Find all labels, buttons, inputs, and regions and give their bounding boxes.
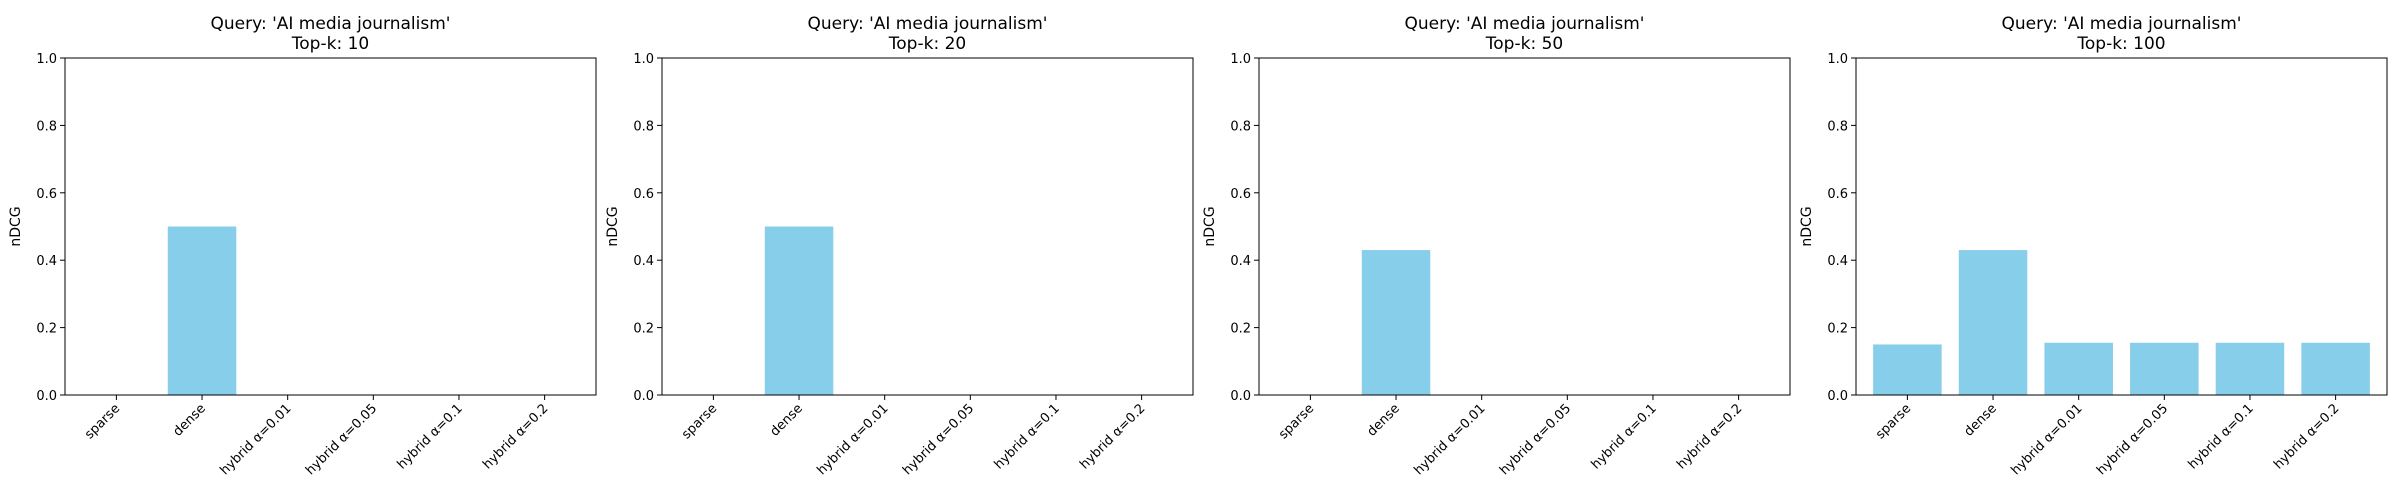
chart-title: Query: 'AI media journalism' <box>808 14 1048 34</box>
x-tick-label: hybrid α=0.2 <box>480 401 551 472</box>
y-tick-label: 0.4 <box>1230 254 1251 269</box>
plot-frame <box>64 57 597 396</box>
y-tick-label: 0.6 <box>36 187 57 202</box>
x-tick-label: hybrid α=0.05 <box>900 401 977 478</box>
x-tick-label: sparse <box>679 401 720 442</box>
y-tick-label: 1.0 <box>36 52 57 67</box>
y-axis-label: nDCG <box>8 206 24 246</box>
chart-panel: Query: 'AI media journalism'Top-k: 100 nD… <box>1799 14 2388 478</box>
y-tick-label: 0.8 <box>633 119 654 134</box>
y-axis-label: nDCG <box>605 206 621 246</box>
y-tick-label: 0.2 <box>1230 322 1251 337</box>
y-tick-label: 0.6 <box>633 187 654 202</box>
x-tick-label: sparse <box>1873 401 1914 442</box>
y-tick-label: 1.0 <box>1827 52 1848 67</box>
y-tick-label: 0.8 <box>36 119 57 134</box>
chart-title: Query: 'AI media journalism' <box>2002 14 2242 34</box>
x-tick-label: hybrid α=0.05 <box>1497 401 1574 478</box>
x-tick-label: dense <box>1364 401 1402 439</box>
bar <box>1361 250 1431 395</box>
bar <box>2301 342 2370 395</box>
y-tick-label: 1.0 <box>633 52 654 67</box>
bar <box>764 226 834 395</box>
chart-title: Query: 'AI media journalism' <box>1405 14 1645 34</box>
x-tick-label: hybrid α=0.1 <box>992 401 1063 472</box>
y-tick-label: 0.0 <box>1827 389 1848 404</box>
bar <box>1873 344 1942 395</box>
x-tick-label: hybrid α=0.2 <box>1674 401 1745 472</box>
bar <box>167 226 237 395</box>
bar <box>2215 342 2285 395</box>
y-tick-label: 0.8 <box>1230 119 1251 134</box>
x-tick-label: hybrid α=0.1 <box>395 401 466 472</box>
y-axis-label: nDCG <box>1202 206 1218 246</box>
x-tick-label: sparse <box>82 401 123 442</box>
y-tick-label: 0.4 <box>1827 254 1848 269</box>
chart-title: Query: 'AI media journalism' <box>211 14 451 34</box>
y-tick-label: 0.2 <box>633 322 654 337</box>
x-tick-label: hybrid α=0.2 <box>2271 401 2342 472</box>
y-tick-label: 1.0 <box>1230 52 1251 67</box>
chart-subtitle: Top-k: 10 <box>291 34 369 54</box>
y-tick-label: 0.0 <box>1230 389 1251 404</box>
x-tick-label: dense <box>767 401 805 439</box>
plot-frame <box>1855 57 2388 396</box>
x-tick-label: dense <box>1961 401 1999 439</box>
y-tick-label: 0.4 <box>36 254 57 269</box>
bar <box>2044 342 2113 395</box>
x-tick-label: hybrid α=0.1 <box>2186 401 2257 472</box>
x-tick-label: hybrid α=0.2 <box>1077 401 1148 472</box>
plot-frame <box>661 57 1194 396</box>
chart-subtitle: Top-k: 100 <box>2076 34 2165 54</box>
x-tick-label: hybrid α=0.01 <box>814 401 891 478</box>
y-tick-label: 0.6 <box>1827 187 1848 202</box>
y-tick-label: 0.0 <box>36 389 57 404</box>
plot-frame <box>1258 57 1791 396</box>
y-tick-label: 0.2 <box>36 322 57 337</box>
y-tick-label: 0.8 <box>1827 119 1848 134</box>
x-tick-label: dense <box>170 401 208 439</box>
y-tick-label: 0.4 <box>633 254 654 269</box>
x-tick-label: hybrid α=0.01 <box>2008 401 2085 478</box>
x-tick-label: hybrid α=0.01 <box>217 401 294 478</box>
x-tick-label: hybrid α=0.05 <box>2094 401 2171 478</box>
x-tick-label: hybrid α=0.05 <box>303 401 380 478</box>
chart-panel: Query: 'AI media journalism'Top-k: 50 nDC… <box>1202 14 1791 478</box>
chart-panel: Query: 'AI media journalism'Top-k: 10 nDC… <box>8 14 597 478</box>
chart-subtitle: Top-k: 20 <box>888 34 966 54</box>
chart-subtitle: Top-k: 50 <box>1485 34 1563 54</box>
y-tick-label: 0.2 <box>1827 322 1848 337</box>
x-tick-label: hybrid α=0.01 <box>1411 401 1488 478</box>
chart-panel: Query: 'AI media journalism'Top-k: 20 nDC… <box>605 14 1194 478</box>
y-tick-label: 0.0 <box>633 389 654 404</box>
bar <box>2130 342 2199 395</box>
y-axis-label: nDCG <box>1799 206 1815 246</box>
x-tick-label: sparse <box>1276 401 1317 442</box>
y-tick-label: 0.6 <box>1230 187 1251 202</box>
x-tick-label: hybrid α=0.1 <box>1589 401 1660 472</box>
bar <box>1958 250 2028 395</box>
